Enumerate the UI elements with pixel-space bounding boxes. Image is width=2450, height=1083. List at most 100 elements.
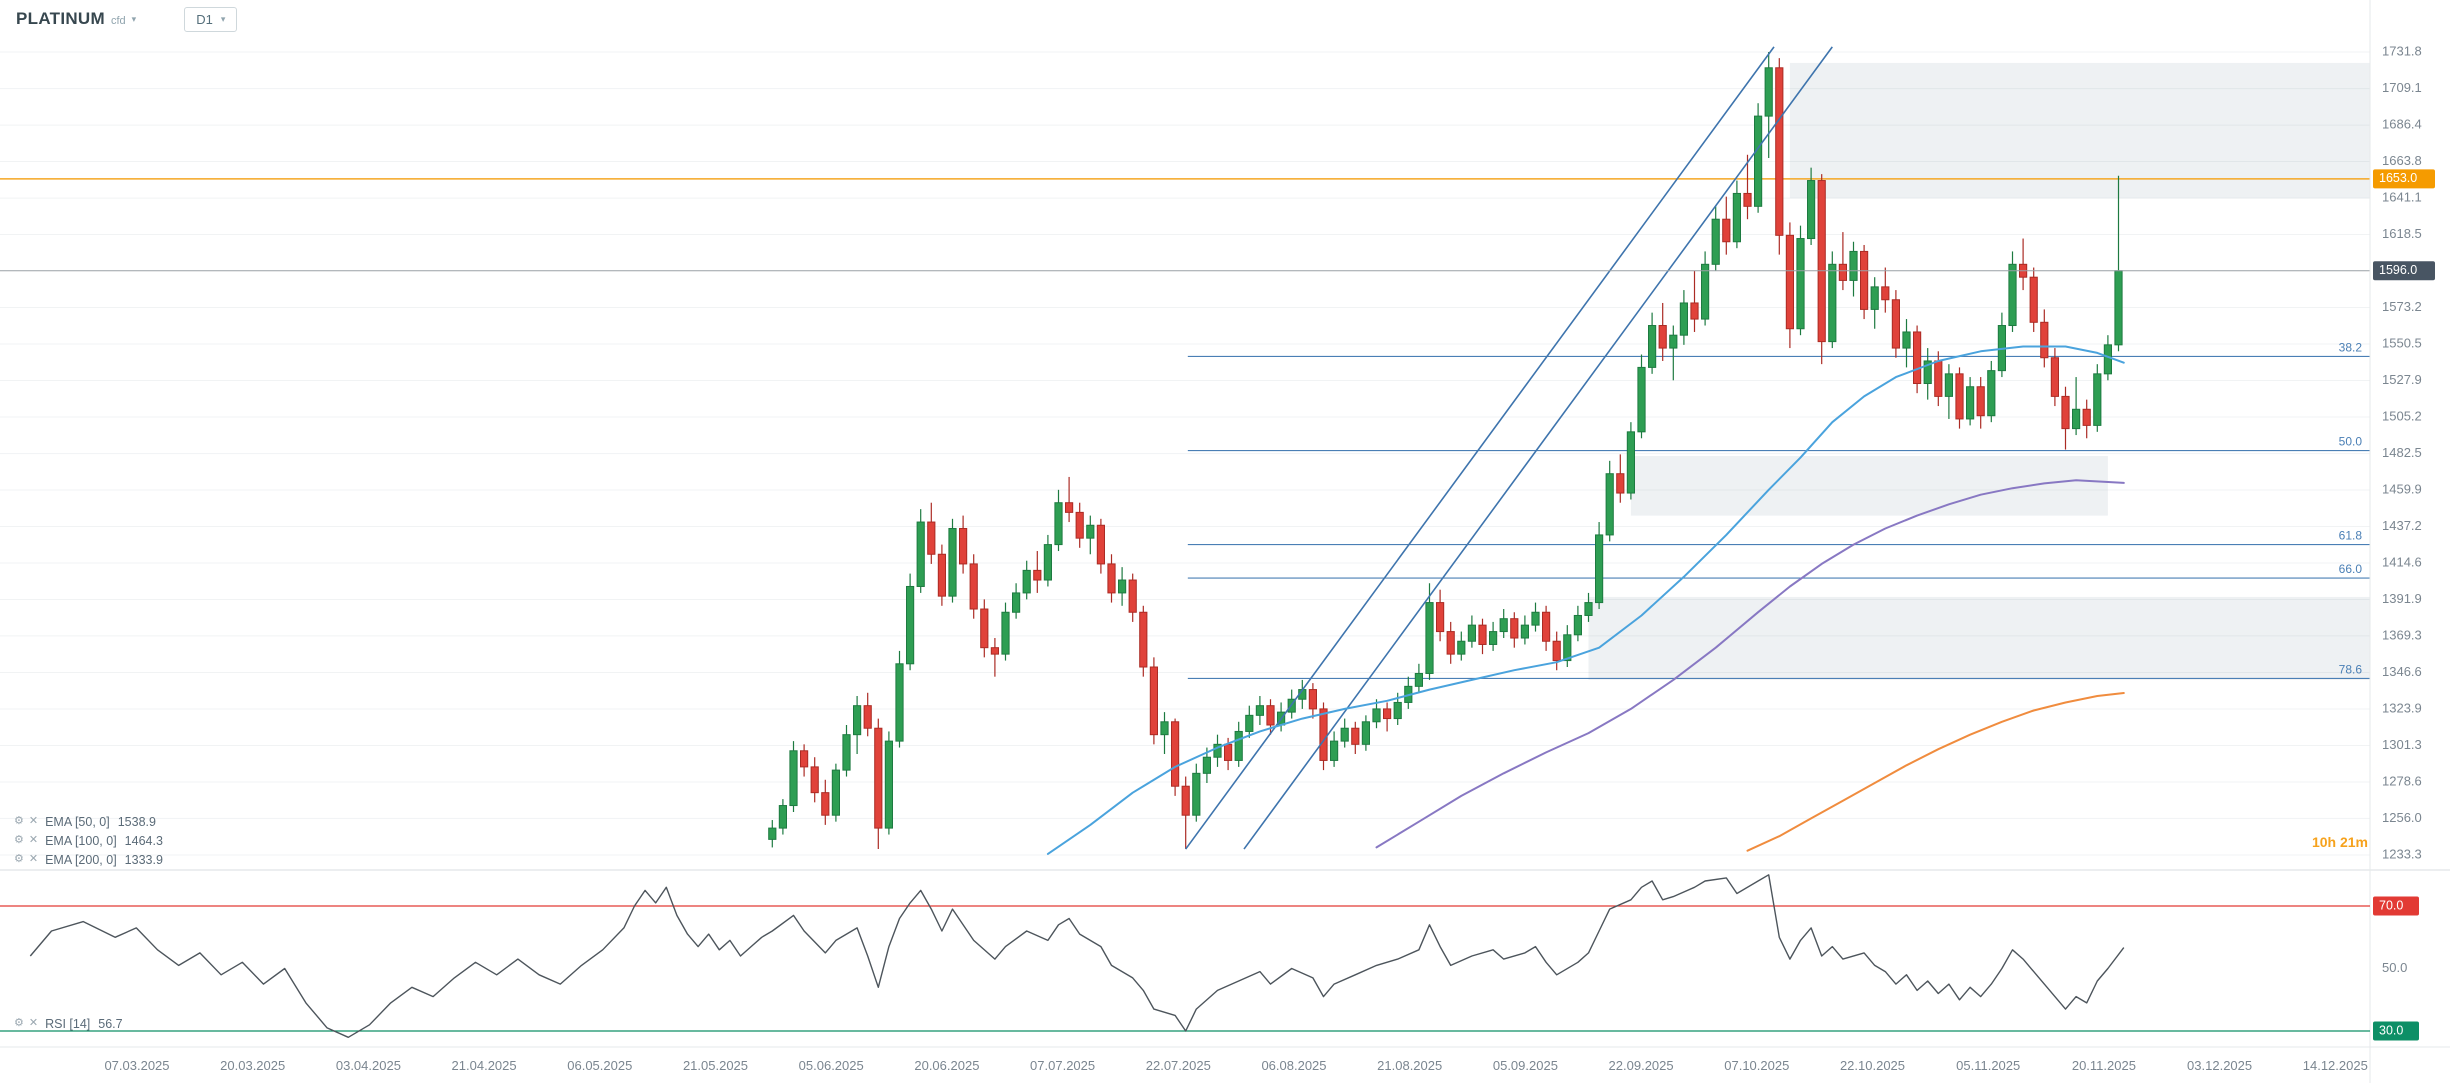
- candle[interactable]: [1923, 348, 1932, 400]
- candle[interactable]: [1584, 592, 1593, 622]
- candle[interactable]: [842, 725, 851, 777]
- candle[interactable]: [1891, 290, 1901, 358]
- candle[interactable]: [1881, 267, 1890, 313]
- candle[interactable]: [1022, 560, 1031, 600]
- candle[interactable]: [2114, 175, 2123, 352]
- candle[interactable]: [1595, 522, 1604, 610]
- candle[interactable]: [831, 763, 840, 822]
- candle[interactable]: [1520, 615, 1530, 645]
- indicator-settings-icon[interactable]: ⚙: [14, 1017, 24, 1029]
- price-axis[interactable]: 1731.8 1709.1 1686.4 1663.8 1641.1 1618.5 1573…: [2382, 43, 2422, 861]
- zone-rect[interactable]: [1588, 596, 2371, 680]
- candle[interactable]: [1637, 354, 1646, 439]
- candle[interactable]: [1870, 277, 1879, 329]
- candle[interactable]: [1340, 718, 1349, 748]
- candle[interactable]: [1489, 621, 1498, 651]
- ema-200-line[interactable]: [1746, 692, 2125, 852]
- candle[interactable]: [853, 696, 862, 755]
- candle[interactable]: [990, 638, 999, 677]
- candle[interactable]: [1213, 734, 1222, 767]
- candle[interactable]: [916, 509, 925, 593]
- candle[interactable]: [1086, 515, 1095, 555]
- candle[interactable]: [1838, 232, 1848, 291]
- candle[interactable]: [1054, 489, 1063, 552]
- candle[interactable]: [800, 744, 809, 777]
- indicator-settings-icon[interactable]: ⚙: [14, 853, 24, 865]
- candle[interactable]: [1902, 319, 1911, 368]
- date-axis[interactable]: 07.03.2025 20.03.2025 03.04.2025 21.04.2025…: [104, 1058, 2367, 1073]
- candle[interactable]: [1690, 270, 1699, 332]
- candle[interactable]: [1542, 605, 1551, 651]
- candle[interactable]: [1679, 290, 1689, 345]
- candle[interactable]: [1913, 325, 1922, 394]
- indicator-remove-icon[interactable]: ✕: [28, 834, 39, 846]
- candle[interactable]: [1658, 302, 1667, 361]
- candle[interactable]: [1531, 602, 1540, 632]
- indicator-remove-icon[interactable]: ✕: [28, 815, 39, 827]
- trend-line[interactable]: [1185, 46, 1775, 850]
- candle[interactable]: [1096, 518, 1106, 574]
- candle[interactable]: [1107, 554, 1116, 603]
- candle[interactable]: [1796, 225, 1805, 336]
- candle[interactable]: [1308, 683, 1318, 719]
- candle[interactable]: [1160, 712, 1169, 755]
- candle[interactable]: [1330, 731, 1339, 767]
- candle[interactable]: [863, 692, 872, 737]
- candle[interactable]: [2019, 238, 2028, 291]
- candle[interactable]: [1277, 702, 1286, 732]
- candle[interactable]: [1478, 618, 1487, 655]
- ema-100-line[interactable]: [1375, 479, 2125, 849]
- candle[interactable]: [1785, 222, 1795, 349]
- timeframe-selector[interactable]: D1 ▾: [184, 6, 238, 32]
- candle[interactable]: [1807, 167, 1816, 245]
- candle[interactable]: [1245, 705, 1254, 738]
- candle[interactable]: [1510, 612, 1519, 648]
- candle[interactable]: [1722, 196, 1731, 255]
- candle[interactable]: [1966, 377, 1975, 426]
- candle[interactable]: [874, 718, 883, 850]
- candle[interactable]: [1828, 251, 1837, 349]
- candle[interactable]: [906, 573, 915, 671]
- candle[interactable]: [1860, 244, 1869, 320]
- candle[interactable]: [1118, 567, 1127, 606]
- candle[interactable]: [1775, 58, 1784, 255]
- candle[interactable]: [2008, 251, 2017, 332]
- candle[interactable]: [1065, 476, 1074, 523]
- candle[interactable]: [2040, 309, 2049, 368]
- ema-50-line[interactable]: [1046, 345, 2125, 855]
- indicator-settings-icon[interactable]: ⚙: [14, 815, 24, 827]
- candle[interactable]: [927, 502, 936, 564]
- candle[interactable]: [2082, 399, 2091, 439]
- candle[interactable]: [778, 799, 787, 835]
- candle[interactable]: [1764, 52, 1773, 158]
- candle[interactable]: [1669, 325, 1678, 381]
- candle[interactable]: [2050, 348, 2060, 407]
- candle[interactable]: [1997, 312, 2007, 378]
- candle[interactable]: [969, 554, 978, 619]
- indicator-remove-icon[interactable]: ✕: [28, 1017, 39, 1029]
- indicator-remove-icon[interactable]: ✕: [28, 853, 39, 865]
- candle[interactable]: [1436, 589, 1445, 642]
- candle[interactable]: [937, 544, 946, 606]
- candle[interactable]: [1499, 609, 1508, 639]
- candle[interactable]: [1467, 615, 1477, 648]
- candle[interactable]: [1181, 776, 1190, 850]
- candle[interactable]: [1626, 422, 1636, 500]
- supply-demand-zones[interactable]: [1588, 62, 2371, 680]
- candle[interactable]: [1743, 154, 1752, 220]
- candle[interactable]: [1955, 367, 1964, 429]
- candle[interactable]: [1446, 621, 1455, 664]
- candle[interactable]: [1033, 551, 1042, 593]
- candle[interactable]: [1987, 360, 1996, 423]
- candle[interactable]: [789, 741, 798, 812]
- candle[interactable]: [1573, 605, 1583, 642]
- candle[interactable]: [1012, 583, 1021, 619]
- trend-line[interactable]: [1243, 46, 1833, 850]
- candle[interactable]: [884, 731, 893, 835]
- candle[interactable]: [1139, 605, 1148, 677]
- candle[interactable]: [1425, 583, 1434, 680]
- candle[interactable]: [1075, 502, 1084, 548]
- zone-rect[interactable]: [1630, 455, 2108, 516]
- candle[interactable]: [1383, 702, 1392, 732]
- candle[interactable]: [1043, 534, 1053, 587]
